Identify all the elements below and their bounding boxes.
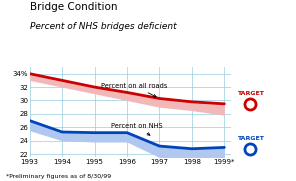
Text: Percent of NHS bridges deficient: Percent of NHS bridges deficient <box>30 22 176 31</box>
Text: TARGET: TARGET <box>237 91 264 96</box>
Text: *Preliminary figures as of 8/30/99: *Preliminary figures as of 8/30/99 <box>6 174 111 179</box>
Text: Percent on all roads: Percent on all roads <box>101 83 168 97</box>
Text: Percent on NHS: Percent on NHS <box>111 123 163 135</box>
Text: Bridge Condition: Bridge Condition <box>30 2 117 12</box>
Text: TARGET: TARGET <box>237 136 264 141</box>
